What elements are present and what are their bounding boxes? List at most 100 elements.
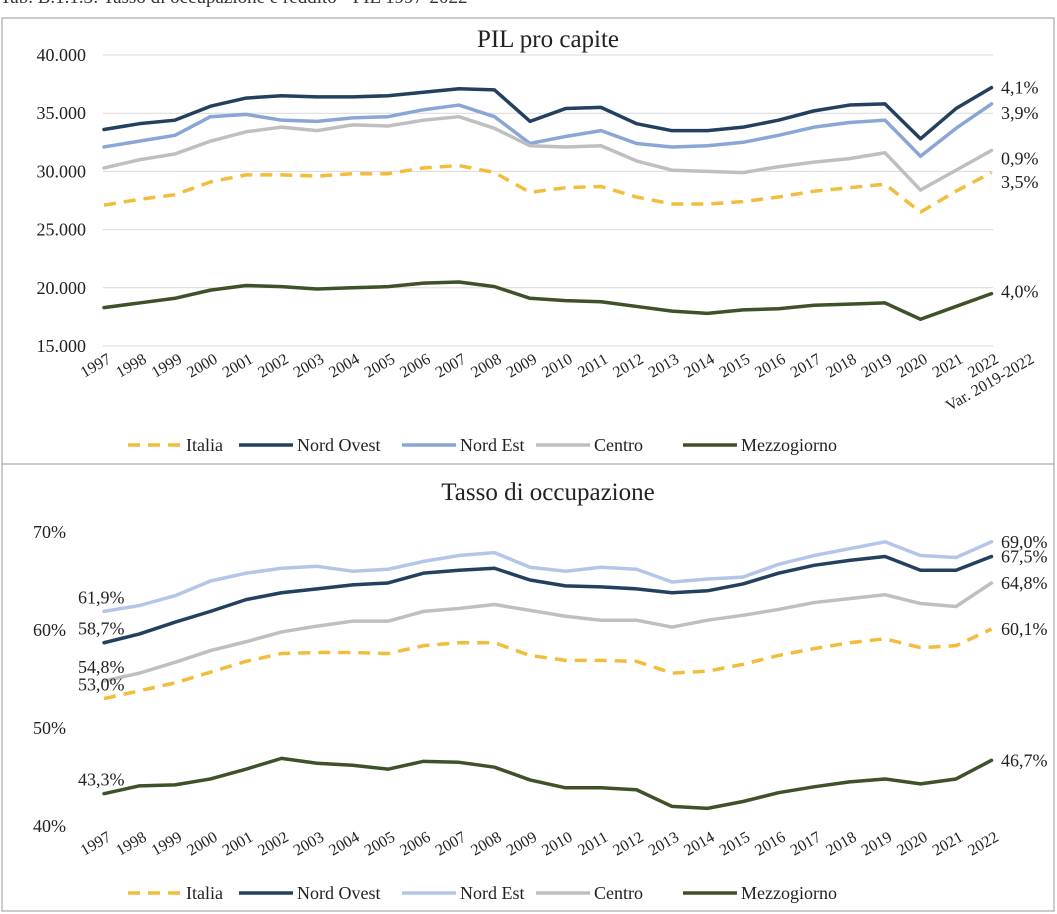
emp-series-line-nord-ovest bbox=[102, 554, 994, 645]
emp-x-tick-label: 1999 bbox=[149, 829, 185, 860]
emp-x-tick-label: 2015 bbox=[717, 829, 753, 860]
figure-caption: Tab. B.1.1.3: Tasso di occupazione e red… bbox=[0, 0, 1057, 8]
emp-start-value-label: 53,0% bbox=[78, 675, 125, 695]
emp-series-line-centro bbox=[102, 581, 994, 683]
gdp-y-tick-label: 40.000 bbox=[37, 45, 87, 65]
emp-x-tick-label: 2008 bbox=[468, 829, 504, 860]
gdp-x-tick-label: 2005 bbox=[362, 351, 398, 382]
gdp-x-tick-label: 2007 bbox=[433, 351, 469, 382]
emp-x-tick-label: 2000 bbox=[184, 829, 220, 860]
gdp-x-tick-label: 2021 bbox=[930, 351, 966, 382]
emp-x-tick-label: 2019 bbox=[859, 829, 895, 860]
emp-end-value-label: 69,0% bbox=[1001, 532, 1048, 552]
gdp-legend-label-nord-est: Nord Est bbox=[460, 435, 525, 455]
gdp-end-value-label: 4,1% bbox=[1001, 78, 1039, 98]
gdp-legend-label-mezzogiorno: Mezzogiorno bbox=[741, 435, 837, 455]
emp-start-value-label: 54,8% bbox=[78, 657, 125, 677]
gdp-legend-label-nord-ovest: Nord Ovest bbox=[297, 435, 381, 455]
emp-x-tick-label: 2022 bbox=[965, 829, 1001, 860]
gdp-x-tick-label: 2019 bbox=[859, 351, 895, 382]
emp-y-tick-label: 50% bbox=[33, 718, 66, 738]
emp-x-tick-label: 2010 bbox=[539, 829, 575, 860]
gdp-x-tick-label: 2001 bbox=[220, 351, 256, 382]
gdp-x-tick-label: 2020 bbox=[894, 351, 930, 382]
emp-legend-label-italia: Italia bbox=[186, 883, 223, 903]
emp-start-value-label: 43,3% bbox=[78, 770, 125, 790]
gdp-x-tick-label: 2014 bbox=[681, 351, 717, 382]
emp-x-tick-label: 2014 bbox=[681, 829, 717, 860]
gdp-y-tick-label: 25.000 bbox=[37, 220, 87, 240]
gdp-end-value-label: 0,9% bbox=[1001, 149, 1039, 169]
emp-x-tick-label: 2020 bbox=[894, 829, 930, 860]
gdp-y-tick-label: 20.000 bbox=[37, 278, 87, 298]
emp-x-tick-label: 1997 bbox=[78, 829, 114, 860]
gdp-legend-label-centro: Centro bbox=[594, 435, 643, 455]
gdp-x-tick-label: 2010 bbox=[539, 351, 575, 382]
gdp-x-tick-label: 2009 bbox=[504, 351, 540, 382]
gdp-end-value-label: 4,0% bbox=[1001, 281, 1039, 301]
gdp-x-tick-label: 2002 bbox=[255, 351, 291, 382]
gdp-series-line-nord-ovest bbox=[102, 85, 994, 141]
gdp-y-tick-label: 30.000 bbox=[37, 161, 87, 181]
gdp-end-value-label: 3,9% bbox=[1001, 103, 1039, 123]
emp-x-tick-label: 2016 bbox=[752, 829, 788, 860]
emp-x-tick-label: 2003 bbox=[291, 829, 327, 860]
gdp-series-line-centro bbox=[102, 114, 994, 192]
gdp-x-tick-label: 2011 bbox=[575, 351, 611, 381]
emp-x-tick-label: 2006 bbox=[397, 829, 433, 860]
emp-chart-title: Tasso di occupazione bbox=[441, 479, 654, 506]
emp-end-value-label: 46,7% bbox=[1001, 750, 1048, 770]
emp-legend-label-centro: Centro bbox=[594, 883, 643, 903]
gdp-series-line-mezzogiorno bbox=[102, 280, 994, 321]
emp-legend-label-nord-est: Nord Est bbox=[460, 883, 525, 903]
emp-x-tick-label: 2007 bbox=[433, 829, 469, 860]
emp-legend-label-mezzogiorno: Mezzogiorno bbox=[741, 883, 837, 903]
gdp-x-tick-label: 2018 bbox=[823, 351, 859, 382]
emp-y-tick-label: 70% bbox=[33, 522, 66, 542]
emp-x-tick-label: 2012 bbox=[610, 829, 646, 860]
gdp-series-line-italia bbox=[103, 163, 993, 214]
gdp-y-tick-label: 15.000 bbox=[37, 336, 87, 356]
gdp-x-tick-label: 2004 bbox=[326, 351, 362, 382]
emp-end-value-label: 64,8% bbox=[1001, 573, 1048, 593]
emp-y-tick-label: 40% bbox=[33, 816, 66, 836]
emp-series-line-italia bbox=[103, 627, 993, 701]
emp-x-tick-label: 2002 bbox=[255, 829, 291, 860]
gdp-end-value-label: 3,5% bbox=[1001, 172, 1039, 192]
emp-x-tick-label: 2004 bbox=[326, 829, 362, 860]
gdp-legend-label-italia: Italia bbox=[186, 435, 223, 455]
emp-start-value-label: 61,9% bbox=[78, 587, 125, 607]
gdp-y-tick-label: 35.000 bbox=[37, 103, 87, 123]
gdp-series-line-nord-est bbox=[102, 102, 994, 159]
emp-x-tick-label: 2018 bbox=[823, 829, 859, 860]
panel-border-gdp bbox=[1, 17, 1055, 465]
gdp-x-tick-label: 2016 bbox=[752, 351, 788, 382]
emp-end-value-label: 67,5% bbox=[1001, 547, 1048, 567]
emp-x-tick-label: 2009 bbox=[504, 829, 540, 860]
gdp-chart-title: PIL pro capite bbox=[477, 26, 619, 53]
gdp-x-tick-label: 2008 bbox=[468, 351, 504, 382]
gdp-x-tick-label: 2015 bbox=[717, 351, 753, 382]
emp-series-line-nord-est bbox=[102, 540, 994, 614]
emp-x-tick-label: 2001 bbox=[220, 829, 256, 860]
emp-series-line-mezzogiorno bbox=[102, 756, 994, 811]
emp-x-tick-label: 2011 bbox=[575, 829, 611, 859]
gdp-x-tick-label: 2003 bbox=[291, 351, 327, 382]
emp-legend-label-nord-ovest: Nord Ovest bbox=[297, 883, 381, 903]
gdp-x-tick-label: 1999 bbox=[149, 351, 185, 382]
gdp-x-tick-label: 2012 bbox=[610, 351, 646, 382]
panel-border-employment bbox=[1, 463, 1055, 912]
gdp-x-tick-label: 1998 bbox=[113, 351, 149, 382]
emp-start-value-label: 58,7% bbox=[78, 619, 125, 639]
gdp-x-tick-label: 2013 bbox=[646, 351, 682, 382]
emp-x-tick-label: 1998 bbox=[113, 829, 149, 860]
emp-x-tick-label: 2013 bbox=[646, 829, 682, 860]
emp-end-value-label: 60,1% bbox=[1001, 619, 1048, 639]
emp-x-tick-label: 2021 bbox=[930, 829, 966, 860]
emp-y-tick-label: 60% bbox=[33, 620, 66, 640]
gdp-x-tick-label: 2006 bbox=[397, 351, 433, 382]
gdp-x-tick-label: 2017 bbox=[788, 351, 824, 382]
emp-x-tick-label: 2005 bbox=[362, 829, 398, 860]
gdp-x-tick-label: 2000 bbox=[184, 351, 220, 382]
